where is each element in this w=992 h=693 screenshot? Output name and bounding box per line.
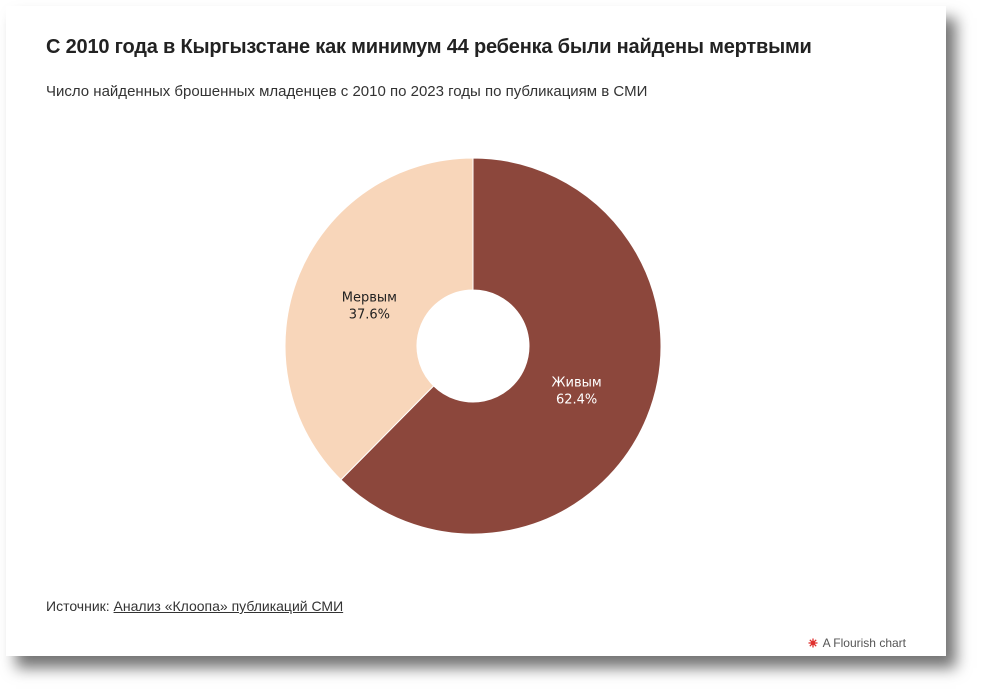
slice-label-name: Мервым	[342, 290, 397, 305]
source-note: Источник: Анализ «Клоопа» публикаций СМИ	[46, 598, 343, 614]
donut-chart: Живым 62.4% Мервым 37.6%	[284, 157, 662, 535]
source-link[interactable]: Анализ «Клоопа» публикаций СМИ	[113, 598, 344, 614]
flourish-credit[interactable]: A Flourish chart	[808, 636, 906, 650]
credit-label: A Flourish chart	[822, 636, 906, 650]
slice-label-value: 62.4%	[556, 393, 597, 408]
chart-card: С 2010 года в Кыргызстане как минимум 44…	[6, 6, 946, 656]
chart-title: С 2010 года в Кыргызстане как минимум 44…	[46, 36, 812, 58]
flourish-logo-icon	[808, 638, 818, 648]
slice-label-name: Живым	[552, 376, 602, 391]
slice-label-value: 37.6%	[349, 307, 390, 322]
donut-slice-dead[interactable]	[284, 157, 474, 481]
chart-subtitle: Число найденных брошенных младенцев с 20…	[46, 83, 648, 100]
source-prefix: Источник:	[46, 598, 110, 614]
donut-slice-alive[interactable]	[340, 157, 662, 535]
